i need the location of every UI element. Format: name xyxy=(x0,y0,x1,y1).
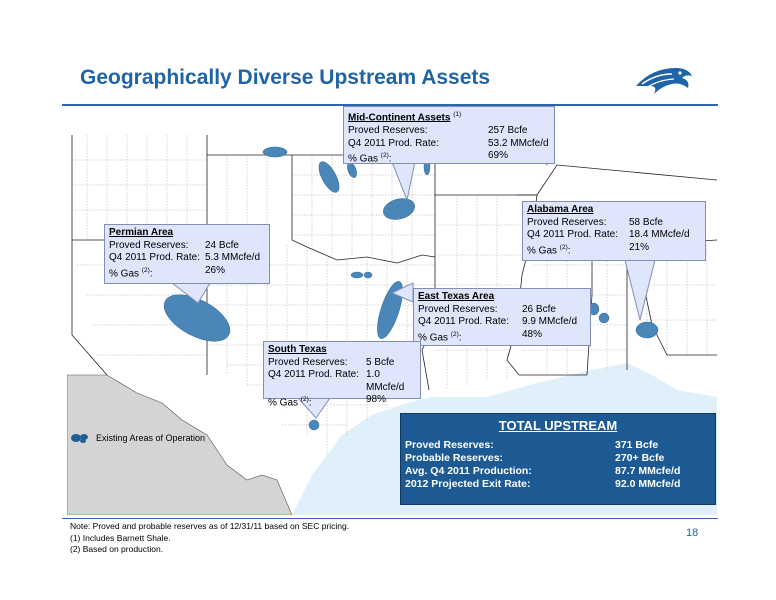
total-row: Avg. Q4 2011 Production: 87.7 MMcfe/d xyxy=(405,465,715,478)
mexico-region xyxy=(67,374,293,515)
row-label: Q4 2011 Prod. Rate: xyxy=(348,137,439,149)
row-value: 18.4 MMcfe/d xyxy=(629,229,690,241)
row-label: Q4 2011 Prod. Rate: xyxy=(109,252,200,264)
footnote-marker: (2) xyxy=(380,152,389,160)
row-label: Proved Reserves: xyxy=(418,303,498,315)
callout-heading: East Texas Area xyxy=(418,291,495,302)
map-legend: Existing Areas of Operation xyxy=(70,432,205,444)
row-label: Proved Reserves: xyxy=(527,216,607,228)
footnote-marker: (2) xyxy=(300,396,309,404)
footnotes: Note: Proved and probable reserves as of… xyxy=(70,521,349,556)
callout-heading: Permian Area xyxy=(109,227,174,238)
row-label: Q4 2011 Prod. Rate: xyxy=(418,316,509,328)
row-label: % Gas xyxy=(109,268,140,280)
area-south-texas xyxy=(308,419,320,431)
row-value: 257 Bcfe xyxy=(488,124,528,136)
callout-mid-continent: Mid-Continent Assets (1) Proved Reserves… xyxy=(343,106,555,164)
page-number: 18 xyxy=(686,527,699,539)
total-value: 371 Bcfe xyxy=(615,439,659,451)
area-alabama xyxy=(635,321,659,339)
row-label: % Gas xyxy=(527,245,558,257)
row-value: 26% xyxy=(205,264,226,276)
row-value: 26 Bcfe xyxy=(522,303,556,315)
total-label: Avg. Q4 2011 Production: xyxy=(405,465,532,477)
callout-heading: Mid-Continent Assets xyxy=(348,112,451,124)
total-row: Proved Reserves: 371 Bcfe xyxy=(405,439,715,452)
footnote: (2) Based on production. xyxy=(70,544,164,554)
total-value: 92.0 MMcfe/d xyxy=(615,478,681,490)
row-value: 5 Bcfe xyxy=(366,356,395,368)
row-label-suffix: : xyxy=(388,153,392,165)
total-label: Proved Reserves: xyxy=(405,439,494,451)
asset-blob-icon xyxy=(71,434,88,443)
footnote-marker: (2) xyxy=(141,266,150,274)
total-value: 87.7 MMcfe/d xyxy=(615,465,681,477)
title-rule xyxy=(62,104,718,106)
total-row: 2012 Projected Exit Rate: 92.0 MMcfe/d xyxy=(405,478,715,491)
total-row: Probable Reserves: 270+ Bcfe xyxy=(405,452,715,465)
footnote-marker: (2) xyxy=(450,330,459,338)
area-mid-continent-1 xyxy=(262,146,288,158)
eagle-logo-icon xyxy=(636,68,692,94)
row-label: % Gas xyxy=(418,332,449,344)
page-title: Geographically Diverse Upstream Assets xyxy=(80,66,491,89)
row-value: 24 Bcfe xyxy=(205,239,239,251)
area-mississippi-2 xyxy=(598,312,610,324)
row-label-suffix: : xyxy=(458,332,462,344)
row-label: Proved Reserves: xyxy=(348,124,428,136)
area-mid-continent-2 xyxy=(318,161,340,193)
callout-east-texas: East Texas Area Proved Reserves: 26 Bcfe … xyxy=(413,288,591,346)
area-barnett-2 xyxy=(363,271,373,279)
footnote: (1) Includes Barnett Shale. xyxy=(70,532,171,543)
total-heading: TOTAL UPSTREAM xyxy=(498,418,618,433)
footer-rule xyxy=(62,518,718,519)
row-label: Proved Reserves: xyxy=(109,239,189,251)
row-label: % Gas xyxy=(268,397,299,409)
row-value: 98% xyxy=(366,394,387,406)
row-value: 48% xyxy=(522,328,543,340)
row-label: % Gas xyxy=(348,153,379,165)
callout-south-texas: South Texas Proved Reserves: 5 Bcfe Q4 20… xyxy=(263,341,421,409)
row-value: 9.9 MMcfe/d xyxy=(522,316,578,328)
callout-alabama: Alabama Area Proved Reserves: 58 Bcfe Q4 … xyxy=(522,201,706,261)
callout-heading: Alabama Area xyxy=(527,204,594,215)
row-value: 69% xyxy=(488,150,509,162)
footnote: Note: Proved and probable reserves as of… xyxy=(70,521,350,531)
callout-heading: South Texas xyxy=(268,344,327,355)
row-label-suffix: : xyxy=(308,397,312,409)
row-value: 58 Bcfe xyxy=(629,216,663,228)
footnote-marker: (1) xyxy=(453,111,462,118)
footnote-marker: (2) xyxy=(559,243,568,251)
area-barnett-1 xyxy=(350,271,364,279)
row-value: 5.3 MMcfe/d xyxy=(205,252,261,264)
row-label: Q4 2011 Prod. Rate: xyxy=(527,229,618,241)
row-value: 21% xyxy=(629,241,650,253)
row-value: 1.0 MMcfe/d xyxy=(366,369,405,393)
total-label: Probable Reserves: xyxy=(405,452,504,464)
row-label-suffix: : xyxy=(567,245,571,257)
row-label: Proved Reserves: xyxy=(268,356,348,368)
row-value: 53.2 MMcfe/d xyxy=(488,137,549,149)
total-value: 270+ Bcfe xyxy=(615,452,665,464)
legend-label: Existing Areas of Operation xyxy=(96,433,206,443)
operating-areas xyxy=(163,146,659,431)
row-label: Q4 2011 Prod. Rate: xyxy=(268,369,359,381)
row-label-suffix: : xyxy=(149,268,153,280)
callout-permian: Permian Area Proved Reserves: 24 Bcfe Q4 … xyxy=(104,224,270,284)
total-upstream-box: TOTAL UPSTREAM Proved Reserves: 371 Bcfe … xyxy=(400,413,716,505)
total-label: 2012 Projected Exit Rate: xyxy=(405,478,531,490)
